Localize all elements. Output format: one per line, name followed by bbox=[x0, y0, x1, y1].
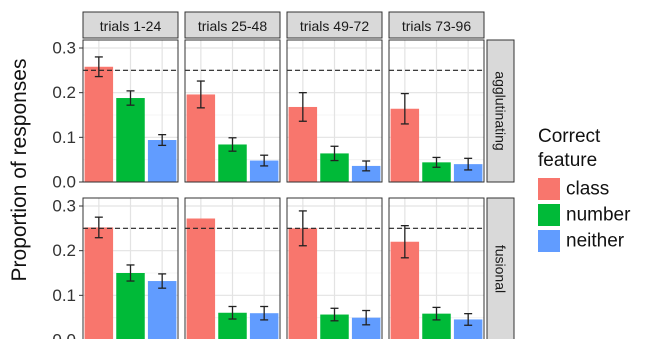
column-strip bbox=[286, 11, 383, 39]
bar-class bbox=[186, 218, 216, 340]
panel-agglutinating-1 bbox=[184, 39, 281, 183]
bar-neither bbox=[147, 140, 177, 182]
bar-number bbox=[116, 273, 145, 340]
panel-fusional-2 bbox=[286, 197, 383, 341]
panel-border bbox=[388, 39, 485, 183]
panel-border bbox=[286, 39, 383, 183]
row-strip-label: agglutinating bbox=[493, 71, 509, 150]
column-strip bbox=[388, 11, 485, 39]
y-tick-label: 0.0 bbox=[52, 331, 76, 340]
y-tick-label: 0.0 bbox=[52, 173, 76, 192]
bar-neither bbox=[351, 317, 381, 340]
panel-agglutinating-0 bbox=[82, 39, 179, 183]
row-strip-agglutinating bbox=[486, 39, 515, 183]
y-tick-label: 0.2 bbox=[52, 83, 76, 102]
y-tick-label: 0.1 bbox=[52, 286, 76, 305]
bar-number bbox=[116, 98, 145, 182]
legend-label-class: class bbox=[566, 179, 609, 200]
panel-border bbox=[184, 39, 281, 183]
bar-neither bbox=[453, 164, 483, 182]
column-strip-label: trials 25-48 bbox=[198, 18, 267, 34]
panel-agglutinating-3 bbox=[388, 39, 485, 183]
legend-key-number bbox=[538, 204, 560, 226]
legend-key-class bbox=[538, 178, 560, 200]
column-strip-label: trials 73-96 bbox=[402, 18, 471, 34]
column-strip bbox=[184, 11, 281, 39]
y-tick-label: 0.3 bbox=[52, 39, 76, 58]
legend-title: Correct bbox=[538, 126, 601, 147]
bar-neither bbox=[147, 281, 177, 340]
bar-class bbox=[288, 228, 318, 340]
column-strip bbox=[82, 11, 179, 39]
y-axis-label: Proportion of responses bbox=[8, 59, 31, 282]
bar-class bbox=[84, 227, 114, 340]
panel-fusional-0 bbox=[82, 197, 179, 341]
panel-fusional-1 bbox=[184, 197, 281, 341]
y-tick-label: 0.1 bbox=[52, 128, 76, 147]
legend-title: feature bbox=[538, 150, 597, 171]
panel-fusional-3 bbox=[388, 197, 485, 341]
column-strip-label: trials 49-72 bbox=[300, 18, 369, 34]
bar-neither bbox=[453, 319, 483, 340]
row-strip-fusional bbox=[486, 197, 515, 341]
y-tick-label: 0.2 bbox=[52, 241, 76, 260]
y-tick-label: 0.3 bbox=[52, 197, 76, 216]
column-strip-label: trials 1-24 bbox=[100, 18, 162, 34]
legend-label-number: number bbox=[566, 205, 631, 226]
bar-class bbox=[84, 66, 114, 182]
panel-agglutinating-2 bbox=[286, 39, 383, 183]
bar-class bbox=[186, 94, 216, 182]
bar-number bbox=[422, 162, 451, 182]
row-strip-label: fusional bbox=[493, 245, 509, 293]
legend-label-neither: neither bbox=[566, 231, 625, 252]
legend: Correct feature class number neither bbox=[538, 126, 631, 252]
legend-key-neither bbox=[538, 230, 560, 252]
bar-neither bbox=[351, 165, 381, 182]
facet-panels: agglutinating fusional trials 1-24 trials 2… bbox=[52, 11, 515, 344]
panel-border bbox=[82, 39, 179, 183]
bar-neither bbox=[249, 160, 279, 182]
